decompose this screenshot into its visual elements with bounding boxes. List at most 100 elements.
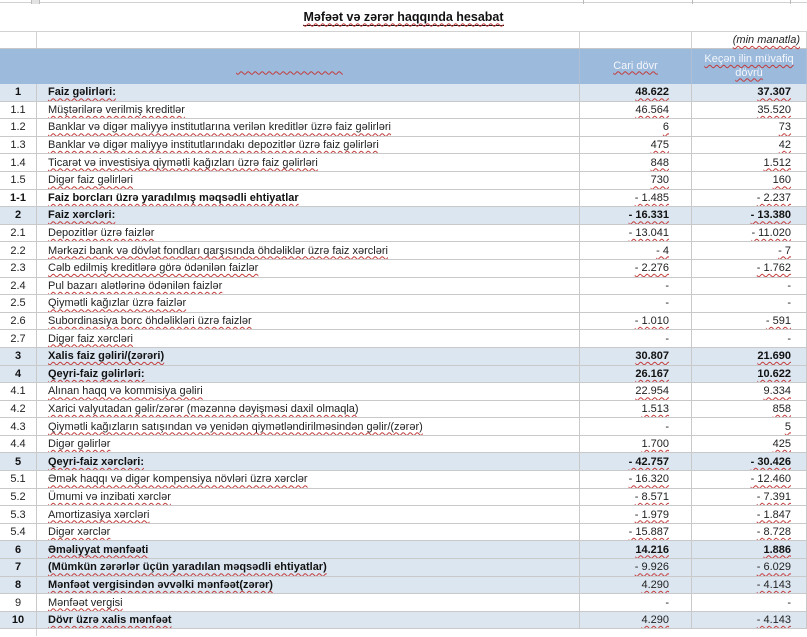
row-label-cell[interactable]: Xalis faiz gəliri/(zərəri) — [37, 347, 580, 366]
previous-value-cell[interactable]: 5 — [692, 418, 807, 436]
row-label-cell[interactable]: Müştərilərə verilmiş kreditlər — [37, 101, 580, 120]
row-label-cell[interactable]: Banklar və digər maliyyə institutlarına … — [37, 119, 580, 137]
current-value-cell[interactable]: 475 — [580, 136, 692, 155]
current-value-cell[interactable]: - 15.887 — [580, 523, 692, 542]
row-number-cell[interactable]: 9 — [0, 594, 37, 612]
header-name-column[interactable]: wwwwwwwwwwwww — [0, 49, 580, 84]
row-label-cell[interactable]: Ümumi və inzibati xərclər — [37, 488, 580, 507]
row-number-cell[interactable]: 4.1 — [0, 383, 37, 401]
previous-value-cell[interactable]: 21.690 — [692, 347, 807, 366]
row-number-cell[interactable]: 2.2 — [0, 242, 37, 260]
row-number-cell[interactable]: 5 — [0, 453, 37, 472]
row-number-cell[interactable]: 1.3 — [0, 136, 37, 155]
previous-value-cell[interactable]: - 12.460 — [692, 471, 807, 489]
row-label-cell[interactable]: Faiz xərcləri: — [37, 207, 580, 225]
row-number-cell[interactable]: 4.4 — [0, 435, 37, 454]
row-label-cell[interactable]: Mənfəət vergisi — [37, 594, 580, 612]
current-value-cell[interactable]: - — [580, 418, 692, 436]
row-number-cell[interactable]: 5.4 — [0, 523, 37, 542]
row-number-cell[interactable]: 4.2 — [0, 400, 37, 419]
current-value-cell[interactable]: 48.622 — [580, 84, 692, 102]
previous-value-cell[interactable]: 10.622 — [692, 365, 807, 384]
row-label-cell[interactable]: Amortizasiya xərcləri — [37, 506, 580, 524]
previous-value-cell[interactable]: 858 — [692, 400, 807, 419]
row-label-cell[interactable]: Digər faiz gəlirləri — [37, 171, 580, 190]
row-number-cell[interactable]: 8 — [0, 576, 37, 595]
row-label-cell[interactable]: Depozitlər üzrə faizlər — [37, 224, 580, 243]
row-number-cell[interactable]: 5.1 — [0, 471, 37, 489]
previous-value-cell[interactable]: - — [692, 295, 807, 313]
current-value-cell[interactable]: 22.954 — [580, 383, 692, 401]
previous-value-cell[interactable]: 1.886 — [692, 541, 807, 560]
row-label-cell[interactable]: Banklar və digər maliyyə institutlarında… — [37, 136, 580, 155]
row-label-cell[interactable]: Digər gəlirlər — [37, 435, 580, 454]
current-value-cell[interactable]: - 16.320 — [580, 471, 692, 489]
current-value-cell[interactable]: - 42.757 — [580, 453, 692, 472]
current-value-cell[interactable]: - — [580, 295, 692, 313]
previous-value-cell[interactable]: - 2.237 — [692, 189, 807, 208]
current-value-cell[interactable]: 730 — [580, 171, 692, 190]
previous-value-cell[interactable]: 37.307 — [692, 84, 807, 102]
previous-value-cell[interactable]: - 8.728 — [692, 523, 807, 542]
row-number-cell[interactable]: 1.1 — [0, 101, 37, 120]
previous-value-cell[interactable]: 425 — [692, 435, 807, 454]
row-number-cell[interactable]: 6 — [0, 541, 37, 560]
row-number-cell[interactable]: 10 — [0, 611, 37, 630]
previous-value-cell[interactable]: - 4.143 — [692, 576, 807, 595]
unit-note-cell[interactable]: (min manatla) — [692, 32, 807, 48]
previous-value-cell[interactable]: 160 — [692, 171, 807, 190]
previous-value-cell[interactable]: 73 — [692, 119, 807, 137]
current-value-cell[interactable]: - — [580, 594, 692, 612]
previous-value-cell[interactable]: - 6.029 — [692, 559, 807, 577]
row-number-cell[interactable]: 2.4 — [0, 277, 37, 296]
row-label-cell[interactable]: Alınan haqq və kommisiya gəliri — [37, 383, 580, 401]
previous-value-cell[interactable]: - — [692, 330, 807, 348]
row-label-cell[interactable]: Digər xərclər — [37, 523, 580, 542]
current-value-cell[interactable]: 14.216 — [580, 541, 692, 560]
current-value-cell[interactable]: - 4 — [580, 242, 692, 260]
current-value-cell[interactable]: - — [580, 330, 692, 348]
current-value-cell[interactable]: - 1.485 — [580, 189, 692, 208]
current-value-cell[interactable]: 26.167 — [580, 365, 692, 384]
previous-value-cell[interactable]: - 13.380 — [692, 207, 807, 225]
row-number-cell[interactable]: 7 — [0, 559, 37, 577]
current-value-cell[interactable]: 4.290 — [580, 576, 692, 595]
previous-value-cell[interactable]: - 7.391 — [692, 488, 807, 507]
current-value-cell[interactable]: - 8.571 — [580, 488, 692, 507]
current-value-cell[interactable]: - 1.979 — [580, 506, 692, 524]
row-label-cell[interactable]: Subordinasiya borc öhdəlikləri üzrə faiz… — [37, 312, 580, 331]
row-number-cell[interactable]: 1 — [0, 84, 37, 102]
current-value-cell[interactable]: 30.807 — [580, 347, 692, 366]
current-value-cell[interactable]: - 2.276 — [580, 259, 692, 278]
row-label-cell[interactable]: Qeyri-faiz xərcləri: — [37, 453, 580, 472]
row-label-cell[interactable]: Qiymətli kağızlar üzrə faizlər — [37, 295, 580, 313]
row-number-cell[interactable]: 2.6 — [0, 312, 37, 331]
row-number-cell[interactable]: 4.3 — [0, 418, 37, 436]
row-number-cell[interactable]: 1.2 — [0, 119, 37, 137]
row-label-cell[interactable]: Mənfəət vergisindən əvvəlki mənfəət(zərə… — [37, 576, 580, 595]
row-number-cell[interactable]: 2.1 — [0, 224, 37, 243]
row-label-cell[interactable]: Xarici valyutadan gəlir/zərər (məzənnə d… — [37, 400, 580, 419]
row-number-cell[interactable]: 4 — [0, 365, 37, 384]
row-number-cell[interactable]: 5.2 — [0, 488, 37, 507]
row-number-cell[interactable]: 2 — [0, 207, 37, 225]
current-value-cell[interactable]: 6 — [580, 119, 692, 137]
row-label-cell[interactable]: Qeyri-faiz gəlirləri: — [37, 365, 580, 384]
current-value-cell[interactable]: 848 — [580, 154, 692, 172]
previous-value-cell[interactable]: 42 — [692, 136, 807, 155]
previous-value-cell[interactable]: - 7 — [692, 242, 807, 260]
row-label-cell[interactable]: Faiz borcları üzrə yaradılmış məqsədli e… — [37, 189, 580, 208]
header-current-period[interactable]: Cari dövr — [580, 49, 692, 84]
current-value-cell[interactable]: - 9.926 — [580, 559, 692, 577]
row-label-cell[interactable]: Mərkəzi bank və dövlət fondları qarşısın… — [37, 242, 580, 260]
previous-value-cell[interactable]: - — [692, 277, 807, 296]
row-label-cell[interactable]: Əməliyyat mənfəəti — [37, 541, 580, 560]
current-value-cell[interactable]: - 16.331 — [580, 207, 692, 225]
empty-cell[interactable] — [37, 32, 580, 48]
previous-value-cell[interactable]: 9.334 — [692, 383, 807, 401]
current-value-cell[interactable]: 1.700 — [580, 435, 692, 454]
row-label-cell[interactable]: Dövr üzrə xalis mənfəət — [37, 611, 580, 630]
row-label-cell[interactable]: Ticarət və investisiya qiymətli kağızlar… — [37, 154, 580, 172]
previous-value-cell[interactable]: - 11.020 — [692, 224, 807, 243]
previous-value-cell[interactable]: - 591 — [692, 312, 807, 331]
